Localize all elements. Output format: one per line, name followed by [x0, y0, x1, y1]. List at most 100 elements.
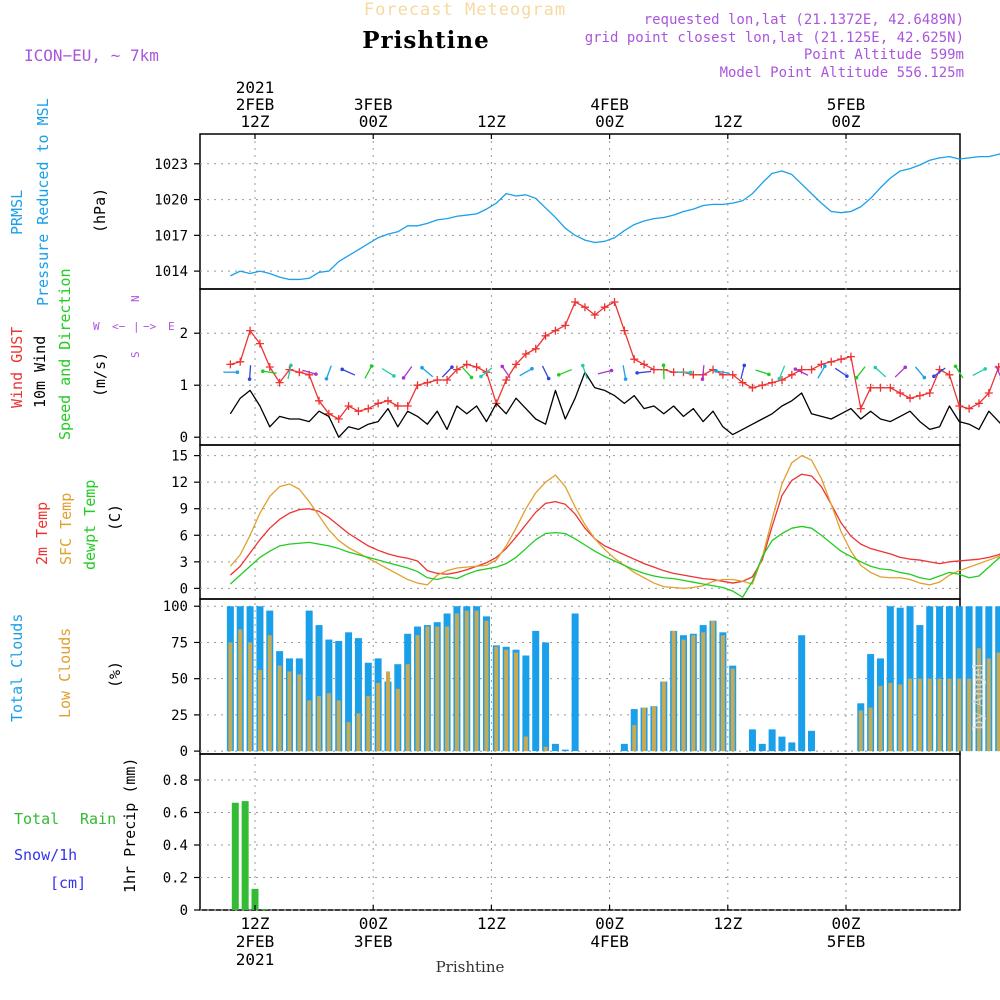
- total-cloud-bar: [867, 654, 875, 752]
- bottom-time-label: 5FEB: [827, 932, 866, 951]
- gust-point: [856, 404, 865, 413]
- clouds-ytick-label: 100: [163, 599, 188, 615]
- total-cloud-bar: [778, 736, 786, 752]
- low-cloud-bar: [720, 635, 725, 752]
- dewpt-line: [229, 525, 1000, 598]
- wind-direction-arrow: [995, 365, 1000, 377]
- location-title: Prishtine: [362, 27, 490, 54]
- total-cloud-bar: [945, 606, 953, 752]
- low-cloud-bar: [651, 706, 656, 752]
- compass-north: N: [129, 295, 142, 302]
- gust-point: [610, 298, 619, 306]
- low-cloud-bar: [504, 649, 509, 752]
- gust-point: [640, 360, 649, 369]
- wind-direction-arrow: [287, 365, 292, 380]
- gust-point: [965, 404, 974, 413]
- low-cloud-bar: [415, 635, 420, 752]
- wind-arrow-head: [340, 367, 344, 372]
- compass-east: E: [168, 320, 175, 333]
- low-cloud-bar: [464, 610, 469, 752]
- top-time-label: 2FEB: [236, 95, 275, 114]
- gust-point: [393, 402, 402, 410]
- compass-south: S: [129, 351, 142, 358]
- low-cloud-bar: [730, 668, 735, 752]
- wind-arrow-head: [261, 369, 265, 374]
- temperature-ytick-label: 6: [180, 528, 188, 544]
- gust-point: [748, 383, 757, 392]
- direction-label: Speed and Direction: [56, 268, 74, 440]
- gust-point: [974, 399, 983, 408]
- low-cloud-bar: [484, 620, 489, 752]
- gust-point: [886, 383, 895, 392]
- compass-left-arrow: <−: [112, 320, 126, 333]
- compass-west: W: [93, 320, 100, 333]
- wind-direction-arrow: [755, 369, 770, 375]
- gust-point: [846, 352, 855, 361]
- wind-direction-arrow: [582, 365, 588, 380]
- gust-point: [787, 370, 796, 379]
- temperature-ytick-label: 0: [180, 581, 188, 597]
- bottom-time-label: 00Z: [359, 914, 388, 933]
- bottom-time-label: 00Z: [595, 914, 624, 933]
- total-cloud-bar: [758, 743, 766, 752]
- gust-point: [896, 389, 905, 397]
- top-time-label: 12Z: [713, 112, 742, 131]
- point-altitude: Point Altitude 599m: [804, 47, 964, 63]
- wind-direction-arrow: [302, 369, 317, 375]
- total-cloud-bar: [926, 606, 934, 752]
- top-time-label: 2021: [236, 78, 275, 97]
- wind-direction-arrow: [933, 367, 946, 377]
- gust-point: [866, 383, 875, 392]
- wind-direction-arrow: [341, 368, 356, 376]
- rain-bar: [231, 802, 239, 910]
- gust-point: [383, 396, 392, 405]
- gust-point: [620, 326, 629, 335]
- low-cloud-bar: [967, 678, 972, 752]
- low-cloud-bar: [898, 684, 903, 752]
- total-cloud-bar: [936, 606, 944, 752]
- bottom-time-label: 12Z: [241, 914, 270, 933]
- total-cloud-bar: [522, 655, 530, 752]
- wind-direction-arrow: [637, 370, 652, 374]
- wind-line: [229, 371, 1000, 438]
- top-time-label: 12Z: [477, 112, 506, 131]
- rain-bar: [241, 801, 249, 910]
- top-time-label: 4FEB: [590, 95, 629, 114]
- precip-ytick-label: 0.6: [163, 806, 188, 822]
- total-cloud-bar: [955, 606, 963, 752]
- total-cloud-bar: [532, 630, 540, 752]
- low-cloud-bar: [267, 635, 272, 752]
- wind-unit: (m/s): [91, 352, 109, 397]
- gust-point: [403, 402, 412, 410]
- total-cloud-bar: [315, 625, 323, 752]
- low-cloud-bar: [425, 626, 430, 752]
- top-time-label: 00Z: [359, 112, 388, 131]
- gust-point: [984, 389, 993, 397]
- gust-point: [344, 402, 353, 410]
- wind-arrow-head: [953, 364, 958, 369]
- low-cloud-bar: [671, 630, 676, 752]
- clouds-ytick-label: 75: [171, 635, 188, 651]
- gust-point: [669, 368, 678, 377]
- compass-rose: N W <− | −> E S: [93, 295, 175, 358]
- temp-unit: (C): [106, 504, 124, 531]
- wind-direction-arrow: [795, 368, 809, 376]
- gust-point: [600, 303, 609, 312]
- total-cloud-bar: [768, 729, 776, 752]
- gust-point: [590, 311, 599, 319]
- low-cloud-bar: [632, 725, 637, 752]
- wind-direction-arrow: [817, 365, 826, 379]
- total-cloud-bar: [886, 606, 894, 752]
- gust-point: [807, 365, 816, 374]
- wind-ytick-label: 1: [180, 378, 188, 394]
- model-label: ICON−EU, ~ 7km: [24, 46, 159, 65]
- total-cloud-bar: [542, 642, 550, 752]
- wind-direction-arrow: [441, 366, 453, 378]
- low-cloud-bar: [494, 646, 499, 752]
- gust-point: [531, 344, 540, 353]
- wind-direction-arrow: [874, 367, 887, 378]
- low-cloud-bar: [376, 683, 381, 752]
- wind-direction-arrow: [541, 365, 550, 379]
- gust-point: [226, 360, 235, 369]
- low-cloud-bar: [346, 722, 351, 752]
